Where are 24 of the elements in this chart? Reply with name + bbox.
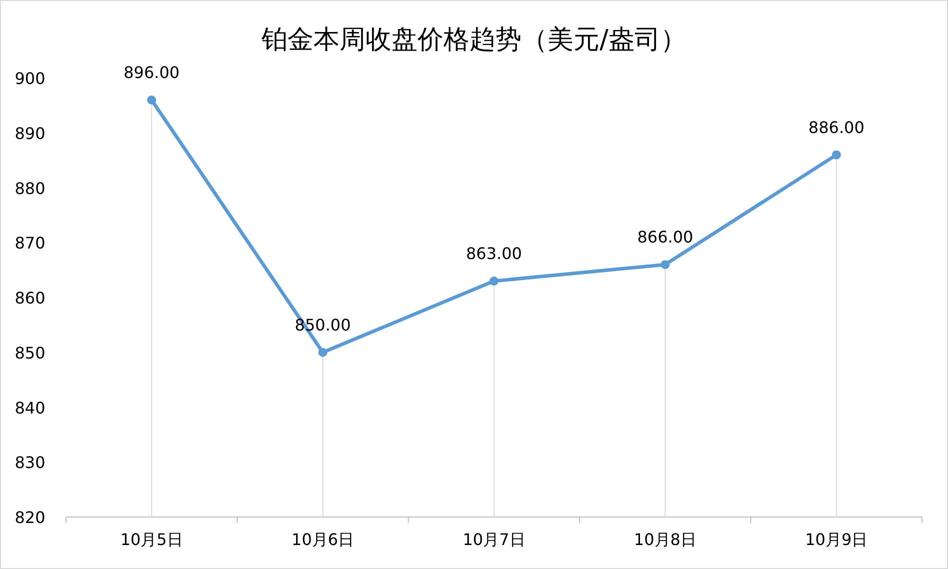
data-label: 896.00 (124, 62, 180, 82)
y-tick-label: 890 (14, 124, 46, 143)
x-tick-label: 10月8日 (634, 530, 696, 549)
y-tick-label: 880 (14, 178, 46, 198)
y-tick-label: 900 (14, 69, 46, 88)
x-tick-label: 10月9日 (805, 530, 868, 549)
x-tick-label: 10月6日 (292, 530, 354, 549)
y-tick-label: 870 (14, 234, 46, 253)
chart-title: 铂金本周收盘价格趋势（美元/盎司） (260, 25, 686, 55)
y-tick-label: 820 (14, 508, 46, 527)
point (147, 95, 156, 104)
x-tick-label: 10月7日 (462, 530, 526, 549)
y-tick-label: 830 (14, 453, 46, 472)
data-label: 863.00 (466, 244, 522, 264)
data-label: 886.00 (808, 118, 864, 137)
point (660, 260, 670, 270)
y-tick-label: 850 (14, 343, 46, 362)
point (490, 276, 498, 286)
data-label: 866.00 (637, 228, 694, 247)
point (832, 150, 841, 160)
y-tick-label: 840 (14, 398, 46, 418)
x-tick-label: 10月5日 (120, 530, 183, 549)
y-tick-label: 860 (14, 288, 46, 308)
point (318, 348, 328, 357)
